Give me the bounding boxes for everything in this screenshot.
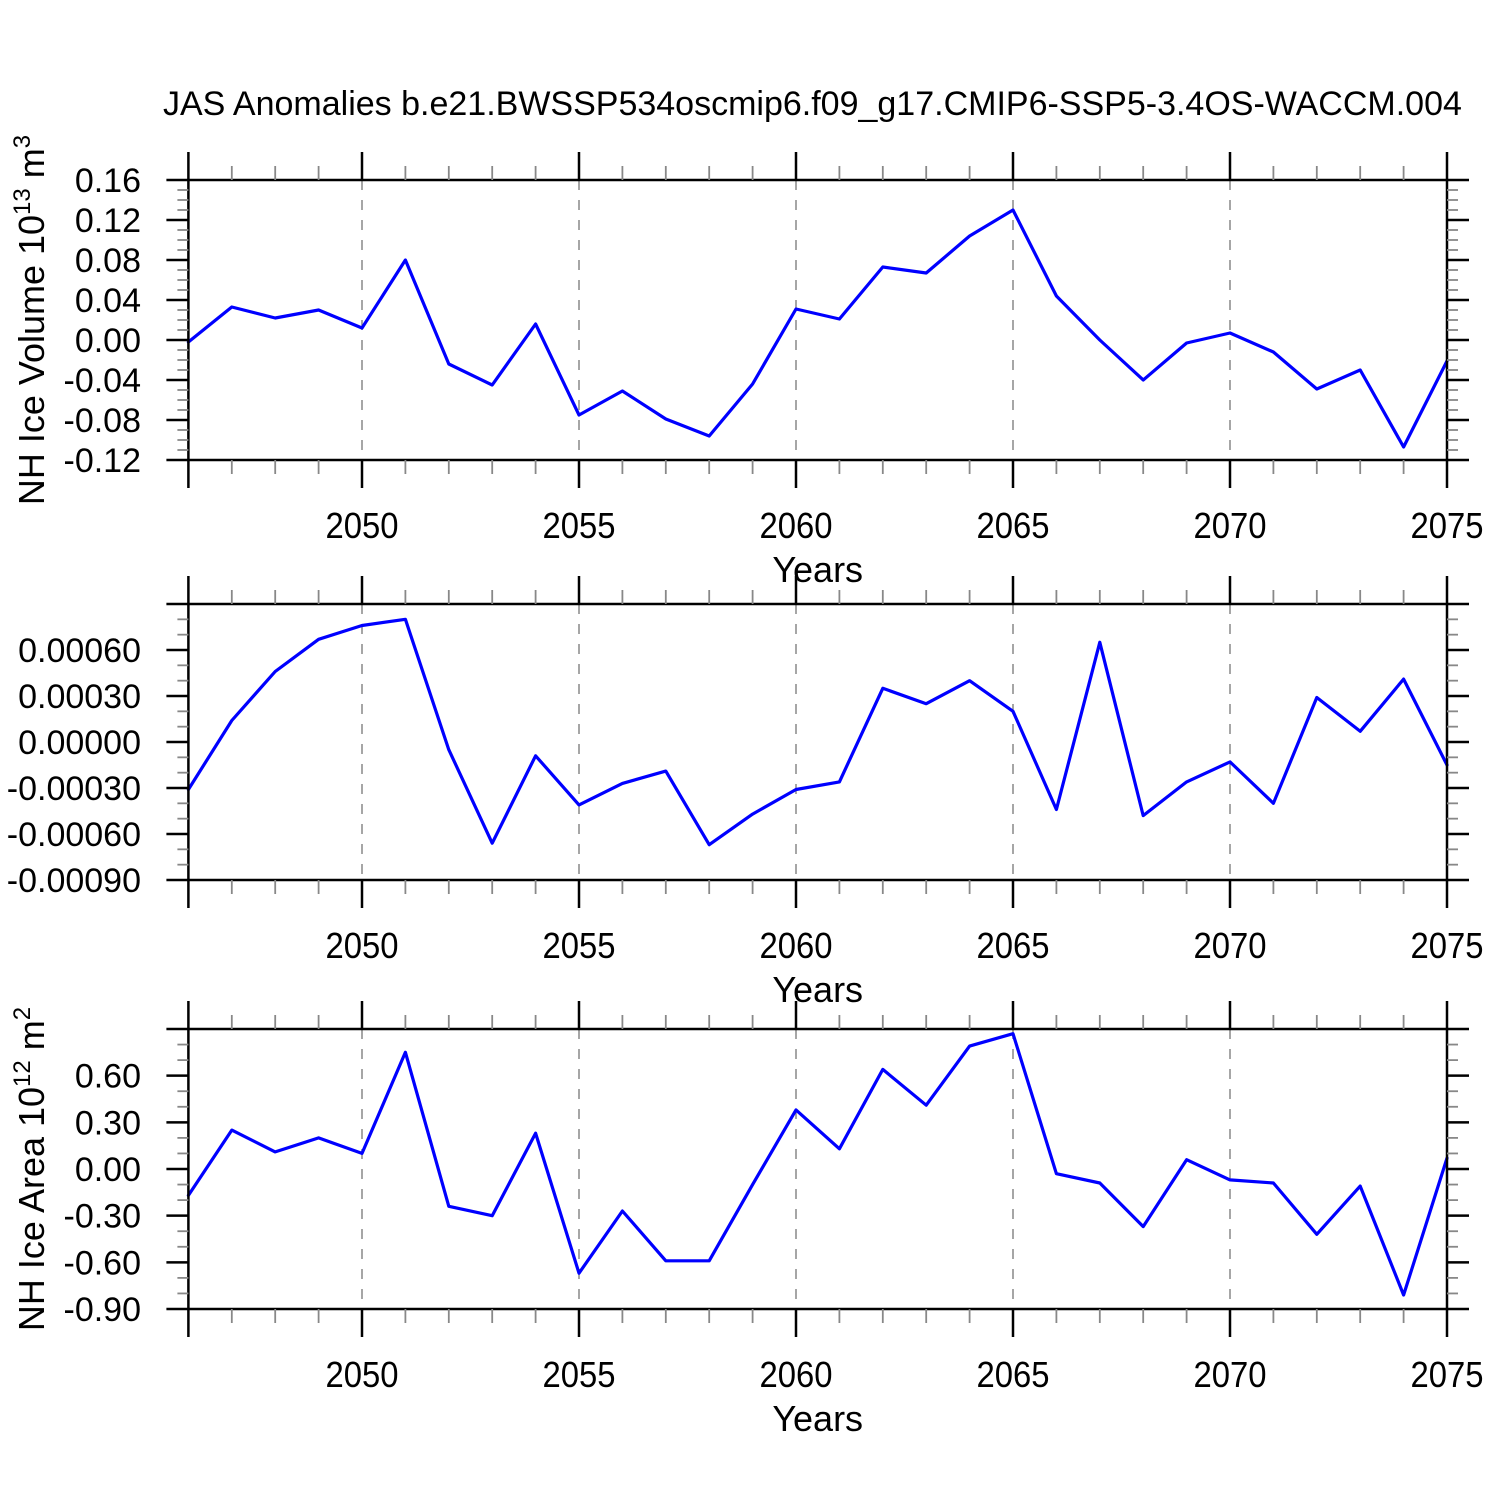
middle-anomaly-xtick-label: 2050 bbox=[326, 925, 399, 966]
middle-anomaly-ytick-label: -0.00090 bbox=[7, 862, 141, 900]
nh-ice-volume-ytick-label: 0.16 bbox=[75, 162, 141, 200]
middle-anomaly-ytick-label: 0.00030 bbox=[18, 678, 141, 716]
nh-ice-volume-xtick-label: 2065 bbox=[977, 505, 1050, 546]
nh-ice-volume-xtick-label: 2075 bbox=[1411, 505, 1484, 546]
middle-anomaly-data-line bbox=[186, 617, 1449, 847]
nh-ice-area-ytick-label: 0.00 bbox=[75, 1151, 141, 1189]
nh-ice-area-xtick-label: 2060 bbox=[760, 1354, 833, 1395]
middle-anomaly-xtick-label: 2070 bbox=[1194, 925, 1267, 966]
middle-anomaly-plot-frame bbox=[187, 602, 1449, 882]
nh-ice-area-xtick-label: 2070 bbox=[1194, 1354, 1267, 1395]
nh-ice-area-ytick-label: 0.30 bbox=[75, 1104, 141, 1142]
nh-ice-area-plot-frame bbox=[187, 1027, 1449, 1311]
nh-ice-volume-ytick-label: -0.04 bbox=[64, 362, 142, 400]
nh-ice-area-xaxis-title: Years bbox=[772, 1398, 863, 1439]
nh-ice-volume-xtick-label: 2070 bbox=[1194, 505, 1267, 546]
middle-anomaly-ytick-label: 0.00000 bbox=[18, 724, 141, 762]
nh-ice-area-xtick-label: 2065 bbox=[977, 1354, 1050, 1395]
panel-nh-ice-area: -0.90 -0.60 -0.30 0.00 0.30 0.60 2050 2055 2060 2… bbox=[9, 1001, 1484, 1439]
nh-ice-area-ytick-label: 0.60 bbox=[75, 1058, 141, 1096]
nh-ice-area-xtick-label: 2050 bbox=[326, 1354, 399, 1395]
middle-anomaly-xtick-label: 2065 bbox=[977, 925, 1050, 966]
nh-ice-area-ytick-label: -0.30 bbox=[64, 1198, 142, 1236]
nh-ice-volume-plot-frame bbox=[187, 178, 1449, 462]
nh-ice-volume-ytick-label: 0.00 bbox=[75, 322, 141, 360]
nh-ice-area-xtick-label: 2055 bbox=[543, 1354, 616, 1395]
panel-middle-anomaly: -0.00090 -0.00060 -0.00030 0.00000 0.00030 0.… bbox=[7, 576, 1484, 1010]
nh-ice-volume-xtick-label: 2060 bbox=[760, 505, 833, 546]
middle-anomaly-xtick-label: 2075 bbox=[1411, 925, 1484, 966]
nh-ice-volume-xaxis-title: Years bbox=[772, 549, 863, 590]
middle-anomaly-ytick-label: -0.00030 bbox=[7, 770, 141, 808]
nh-ice-area-data-line bbox=[186, 1032, 1449, 1297]
middle-anomaly-xtick-label: 2055 bbox=[543, 925, 616, 966]
middle-anomaly-xtick-label: 2060 bbox=[760, 925, 833, 966]
panel-nh-ice-volume: -0.12-0.08-0.040.000.040.080.120.16 2050 2… bbox=[9, 135, 1484, 590]
nh-ice-volume-ytick-label: 0.04 bbox=[75, 282, 141, 320]
nh-ice-volume-ytick-label: -0.08 bbox=[64, 402, 142, 440]
nh-ice-area-xtick-label: 2075 bbox=[1411, 1354, 1484, 1395]
nh-ice-area-ytick-label: -0.90 bbox=[64, 1291, 142, 1329]
nh-ice-area-yaxis-title: NH Ice Area 1012 m2 bbox=[9, 1007, 52, 1331]
middle-anomaly-ytick-label: -0.00060 bbox=[7, 816, 141, 854]
nh-ice-volume-ytick-label: 0.08 bbox=[75, 242, 141, 280]
nh-ice-volume-yaxis-title: NH Ice Volume 1013 m3 bbox=[9, 135, 52, 505]
nh-ice-volume-xtick-label: 2055 bbox=[543, 505, 616, 546]
nh-ice-area-ytick-label: -0.60 bbox=[64, 1244, 142, 1282]
middle-anomaly-ytick-label: 0.00060 bbox=[18, 632, 141, 670]
nh-ice-volume-xtick-label: 2050 bbox=[326, 505, 399, 546]
chart-title: JAS Anomalies b.e21.BWSSP534oscmip6.f09_… bbox=[163, 85, 1462, 123]
nh-ice-volume-ytick-label: 0.12 bbox=[75, 202, 141, 240]
nh-ice-volume-data-line bbox=[186, 208, 1449, 449]
nh-ice-volume-ytick-label: -0.12 bbox=[64, 442, 142, 480]
middle-anomaly-xaxis-title: Years bbox=[772, 969, 863, 1010]
